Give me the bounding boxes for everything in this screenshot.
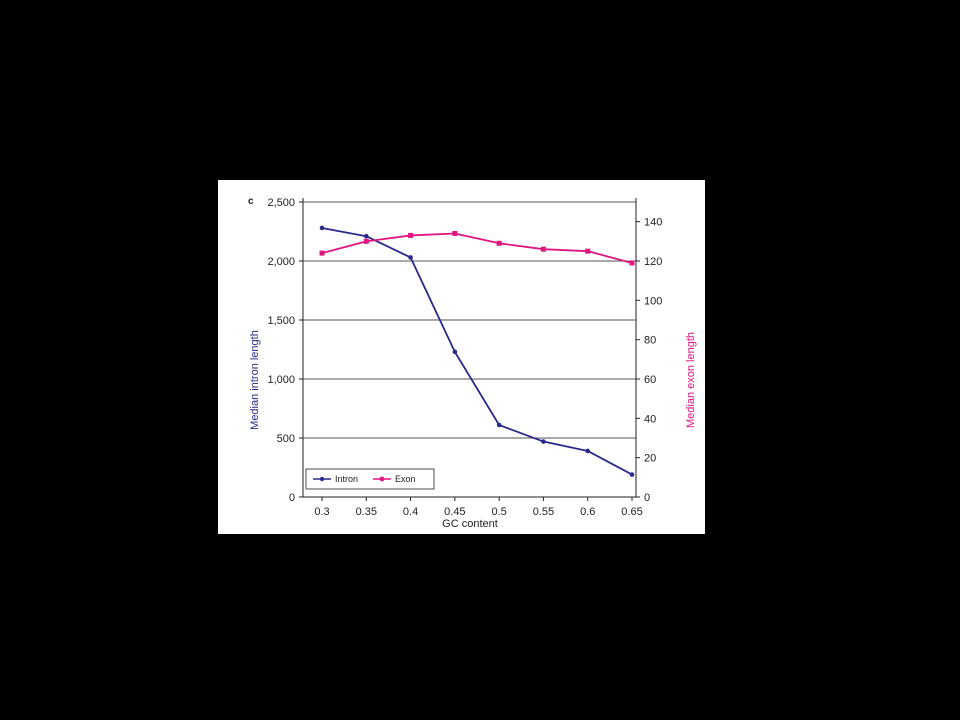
y-left-tick-label: 0 — [289, 492, 295, 504]
series-lines — [319, 225, 635, 477]
y-right-tick-label: 80 — [644, 335, 656, 347]
y-left-tick-label: 1,000 — [267, 374, 295, 386]
data-point-exon — [452, 230, 458, 236]
legend-exon-label: Exon — [395, 474, 416, 484]
data-point-intron — [585, 448, 591, 454]
x-axis-title: GC content — [442, 518, 498, 530]
y-right-tick-label: 40 — [644, 413, 656, 425]
legend-exon-marker — [379, 476, 385, 482]
data-point-intron — [541, 439, 546, 444]
x-tick-label: 0.4 — [403, 506, 418, 518]
data-point-intron — [496, 422, 502, 428]
y-left-tick-label: 2,500 — [267, 197, 295, 209]
panel-label: c — [248, 196, 254, 207]
x-tick-label: 0.45 — [444, 506, 465, 518]
legend-box — [305, 468, 435, 490]
data-point-intron — [319, 225, 325, 231]
y-right-tick-label: 20 — [644, 453, 656, 465]
data-point-exon — [540, 246, 546, 252]
x-tick-label: 0.3 — [314, 506, 329, 518]
data-point-exon — [629, 260, 635, 266]
y-axis-left-title: Median intron length — [249, 330, 261, 430]
legend-intron-label: Intron — [335, 474, 358, 484]
x-tick-label: 0.55 — [533, 506, 554, 518]
y-right-tick-label: 140 — [644, 217, 662, 229]
y-right-tick-label: 60 — [644, 374, 656, 386]
y-left-tick-label: 2,000 — [267, 256, 295, 268]
y-left-tick-label: 1,500 — [267, 315, 295, 327]
axes — [302, 198, 637, 498]
data-point-exon — [408, 232, 414, 238]
line-chart: 0 500 1,000 1,500 2,000 2,500 0 20 40 60 80 100 120 1… — [248, 196, 697, 530]
data-point-exon — [585, 248, 591, 254]
x-tick-label: 0.5 — [491, 506, 506, 518]
data-point-intron — [452, 349, 458, 355]
legend-intron-marker — [319, 476, 325, 482]
figure-panel: 0 500 1,000 1,500 2,000 2,500 0 20 40 60 80 100 120 1… — [218, 180, 705, 534]
grid-lines — [303, 201, 636, 439]
data-point-intron — [363, 233, 369, 239]
data-point-intron — [408, 255, 413, 260]
x-tick-label: 0.65 — [621, 506, 642, 518]
x-tick-label: 0.35 — [356, 506, 377, 518]
y-right-tick-label: 0 — [644, 492, 650, 504]
tick-labels: 0 500 1,000 1,500 2,000 2,500 0 20 40 60 80 100 120 1… — [267, 197, 662, 518]
series-line-exon — [321, 232, 633, 264]
x-tick-label: 0.6 — [580, 506, 595, 518]
y-right-tick-label: 120 — [644, 256, 662, 268]
data-point-intron — [629, 472, 635, 477]
y-left-tick-label: 500 — [277, 433, 295, 445]
data-point-exon — [496, 240, 502, 246]
y-axis-right-title: Median exon length — [685, 332, 697, 428]
data-point-exon — [319, 250, 325, 256]
legend: Intron Exon — [305, 468, 435, 490]
data-point-exon — [363, 238, 369, 244]
y-right-tick-label: 100 — [644, 295, 662, 307]
